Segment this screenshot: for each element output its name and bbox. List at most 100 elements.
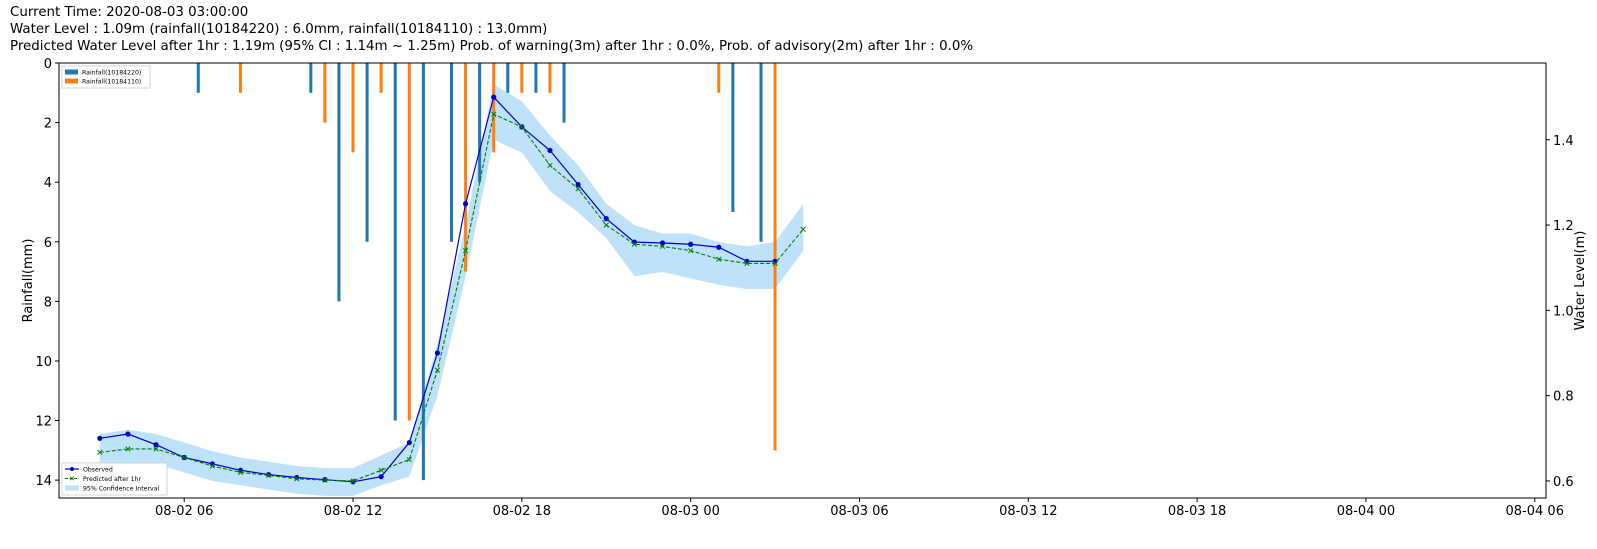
right-tick-label: 1.0 xyxy=(1553,304,1574,319)
rain-bar-10184220 xyxy=(450,63,454,242)
current-time-text: Current Time: 2020-08-03 03:00:00 xyxy=(10,5,249,20)
rain-bar-10184110 xyxy=(464,63,468,272)
x-tick-label: 08-02 18 xyxy=(493,504,551,519)
rain-legend-swatch xyxy=(65,78,78,84)
axes-group: 08-02 06 08-02 12 08-02 18 08-03 00 08-03 06… xyxy=(21,57,1588,519)
water-level-text: Water Level : 1.09m (rainfall(10184220) … xyxy=(10,22,548,37)
left-tick-label: 8 xyxy=(44,295,52,310)
rain-bar-10184110 xyxy=(407,63,411,421)
predicted-point xyxy=(265,472,272,479)
observed-point xyxy=(378,474,384,480)
rain-bar-10184220 xyxy=(365,63,369,242)
left-tick-label: 14 xyxy=(35,474,52,489)
rain-bar-10184110 xyxy=(773,63,777,451)
predicted-point xyxy=(491,111,497,117)
legend-ci-label: 95% Confidence Interval xyxy=(83,485,159,492)
predicted-point xyxy=(631,241,638,247)
ci-band-group xyxy=(99,84,804,496)
predicted-point xyxy=(294,476,300,482)
rain-bar-10184110 xyxy=(238,63,242,93)
legend-predicted-marker xyxy=(69,476,75,481)
right-tick-label: 0.8 xyxy=(1553,390,1574,405)
predicted-point xyxy=(744,260,750,267)
plot-frame xyxy=(58,62,1547,499)
right-axis-label: Water Level(m) xyxy=(1573,231,1588,331)
observed-point xyxy=(434,350,441,356)
rain-bar-10184220 xyxy=(506,63,510,93)
x-tick-label: 08-03 00 xyxy=(661,504,719,519)
rain-bar-10184220 xyxy=(478,63,482,183)
observed-point xyxy=(688,241,694,247)
x-tick-label: 08-04 06 xyxy=(1506,504,1564,519)
x-tick-label: 08-02 12 xyxy=(324,504,382,519)
predicted-point xyxy=(237,469,244,476)
predicted-point xyxy=(716,256,722,262)
observed-point xyxy=(266,471,272,478)
rain-bar-10184220 xyxy=(337,63,341,302)
x-tick-label: 08-04 00 xyxy=(1337,504,1395,519)
legend-predicted-label: Predicted after 1hr xyxy=(83,476,141,483)
rain-legend-label: Rainfall(10184110) xyxy=(82,78,141,85)
predicted-point xyxy=(322,477,328,483)
predicted-point xyxy=(406,456,412,463)
observed-point xyxy=(575,181,581,188)
predicted-point xyxy=(181,454,187,461)
left-tick-label: 10 xyxy=(35,355,52,370)
x-tick-label: 08-02 06 xyxy=(155,504,213,519)
predicted-point xyxy=(800,226,806,232)
left-tick-label: 4 xyxy=(44,176,52,191)
rain-bar-10184220 xyxy=(421,63,425,481)
rain-bar-10184220 xyxy=(309,63,313,93)
observed-line xyxy=(99,95,776,483)
observed-point xyxy=(547,147,553,154)
rain-bar-10184110 xyxy=(492,63,496,153)
legend-ci-swatch xyxy=(65,485,79,491)
predicted-point xyxy=(519,124,525,130)
left-tick-label: 2 xyxy=(44,117,52,132)
rain-bar-10184110 xyxy=(520,63,524,93)
predicted-point xyxy=(125,446,131,452)
predicted-point xyxy=(603,222,609,228)
x-tick-label: 08-03 18 xyxy=(1168,504,1226,519)
left-tick-label: 0 xyxy=(44,57,52,72)
observed-point xyxy=(125,431,131,437)
prediction-text: Predicted Water Level after 1hr : 1.19m … xyxy=(10,39,974,54)
predicted-point xyxy=(434,367,441,373)
rain-bar-10184110 xyxy=(548,63,552,93)
obs-legend-box xyxy=(61,462,168,496)
right-tick-label: 0.6 xyxy=(1553,475,1574,490)
rain-bar-10184110 xyxy=(323,63,327,123)
predicted-point xyxy=(772,260,778,267)
rain-bar-10184220 xyxy=(731,63,735,212)
legend-observed-label: Observed xyxy=(83,466,113,473)
left-axis-label: Rainfall(mm) xyxy=(21,239,36,323)
predicted-point xyxy=(575,186,581,192)
lines-group xyxy=(97,94,806,485)
predicted-point xyxy=(153,446,159,452)
predicted-point xyxy=(688,247,694,254)
rain-bar-10184220 xyxy=(196,63,200,93)
rainfall-bars-group xyxy=(196,63,777,481)
rain-bar-10184110 xyxy=(351,63,355,153)
left-tick-label: 6 xyxy=(44,236,52,251)
predicted-point xyxy=(462,247,469,254)
observed-point xyxy=(406,439,412,446)
rain-bar-10184110 xyxy=(717,63,721,93)
rain-bar-10184220 xyxy=(534,63,538,93)
rain-bar-10184220 xyxy=(759,63,763,242)
rain-bar-10184110 xyxy=(379,63,383,93)
predicted-point xyxy=(350,478,356,484)
rain-legend-label: Rainfall(10184220) xyxy=(82,69,141,76)
rain-bar-10184220 xyxy=(393,63,397,421)
x-tick-label: 08-03 12 xyxy=(999,504,1057,519)
rain-legend-box xyxy=(61,65,151,89)
observed-point xyxy=(716,244,722,250)
predicted-line xyxy=(99,113,804,482)
left-tick-label: 12 xyxy=(35,415,52,430)
predicted-point xyxy=(547,162,553,169)
predicted-point xyxy=(378,467,384,473)
predicted-point xyxy=(209,463,215,469)
legend-observed-marker xyxy=(70,467,74,471)
right-tick-label: 1.4 xyxy=(1553,134,1574,149)
